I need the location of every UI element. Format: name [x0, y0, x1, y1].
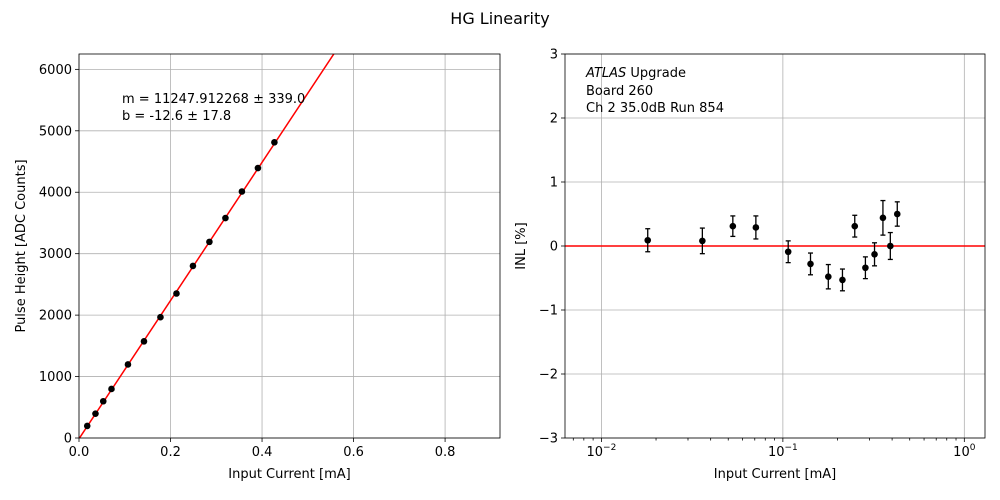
data-point [92, 410, 99, 417]
data-point [871, 251, 878, 258]
y-tick-label: 2000 [39, 309, 72, 324]
x-tick-label: 0.8 [435, 445, 456, 460]
y-tick-label: 3 [550, 48, 558, 63]
data-point [157, 313, 164, 321]
y-tick-label: −2 [539, 368, 558, 383]
x-axis-label: Input Current [mA] [714, 467, 836, 482]
x-tick-exponent: −1 [785, 443, 798, 453]
plot-area [79, 54, 335, 438]
y-tick-label: −1 [539, 304, 558, 319]
y-tick-label: 5000 [39, 124, 72, 139]
data-point [124, 361, 132, 368]
data-point [893, 210, 901, 218]
plot-area [565, 199, 985, 292]
data-point [729, 222, 737, 230]
x-tick-label: 10−2 [586, 443, 616, 460]
data-point [222, 214, 229, 222]
data-point [99, 397, 107, 405]
data-point [140, 338, 148, 345]
fit-result-text: b = -12.6 ± 17.8 [122, 109, 231, 124]
y-axis-label: INL [%] [514, 222, 529, 269]
x-tick-label: 100 [953, 443, 976, 460]
y-tick-label: 1 [550, 176, 558, 191]
data-point [254, 164, 262, 172]
atlas-experiment-suffix: Upgrade [626, 66, 686, 81]
atlas-experiment-name: ATLAS [585, 66, 626, 81]
axes-frame [78, 53, 501, 439]
linearity-panel: 0.0 0.2 0.4 0.6 0.8 0 1000 2000 3000 4000 5000 6000… [14, 53, 501, 482]
y-tick-label: 0 [64, 432, 72, 447]
run-info-text: Ch 2 35.0dB Run 854 [586, 101, 724, 116]
data-point [807, 260, 814, 268]
run-info-text: Board 260 [586, 84, 653, 99]
inl-panel: 10−2 10−1 100 −3 −2 −1 0 1 2 3 Input Current [mA] I… [514, 48, 986, 482]
data-point [271, 139, 278, 146]
atlas-label: ATLAS Upgrade [585, 66, 686, 81]
y-tick-label: 1000 [39, 370, 72, 385]
y-tick-label: 0 [550, 240, 558, 255]
fit-line [79, 54, 335, 438]
x-tick-label: 0.2 [160, 445, 181, 460]
y-tick-label: 6000 [39, 63, 72, 78]
data-point [83, 422, 91, 430]
x-tick-label: 0.4 [252, 445, 273, 460]
x-axis-label: Input Current [mA] [228, 467, 350, 482]
data-point [238, 188, 246, 195]
y-tick-label: 4000 [39, 186, 72, 201]
data-point [206, 238, 213, 246]
data-point [752, 224, 760, 231]
fit-result-text: m = 11247.912268 ± 339.0 [122, 92, 305, 107]
x-tick-label: 0.0 [69, 445, 90, 460]
data-point [887, 242, 894, 250]
y-axis-label: Pulse Height [ADC Counts] [14, 159, 29, 332]
data-point [108, 385, 115, 393]
data-point [862, 264, 869, 272]
data-point [699, 237, 706, 245]
y-tick-label: 2 [550, 112, 558, 127]
y-tick-label: 3000 [39, 247, 72, 262]
data-point [644, 236, 652, 244]
data-point [851, 222, 859, 230]
x-tick-label: 0.6 [343, 445, 364, 460]
data-point [173, 290, 180, 297]
data-point [879, 214, 887, 222]
data-point [189, 262, 197, 270]
x-tick-exponent: −2 [603, 443, 616, 453]
data-point [839, 276, 846, 284]
data-point [784, 248, 792, 256]
y-tick-label: −3 [539, 432, 558, 447]
x-tick-label: 10−1 [768, 443, 798, 460]
data-point [825, 273, 832, 281]
x-tick-exponent: 0 [970, 443, 976, 453]
figure-title: HG Linearity [450, 9, 549, 28]
